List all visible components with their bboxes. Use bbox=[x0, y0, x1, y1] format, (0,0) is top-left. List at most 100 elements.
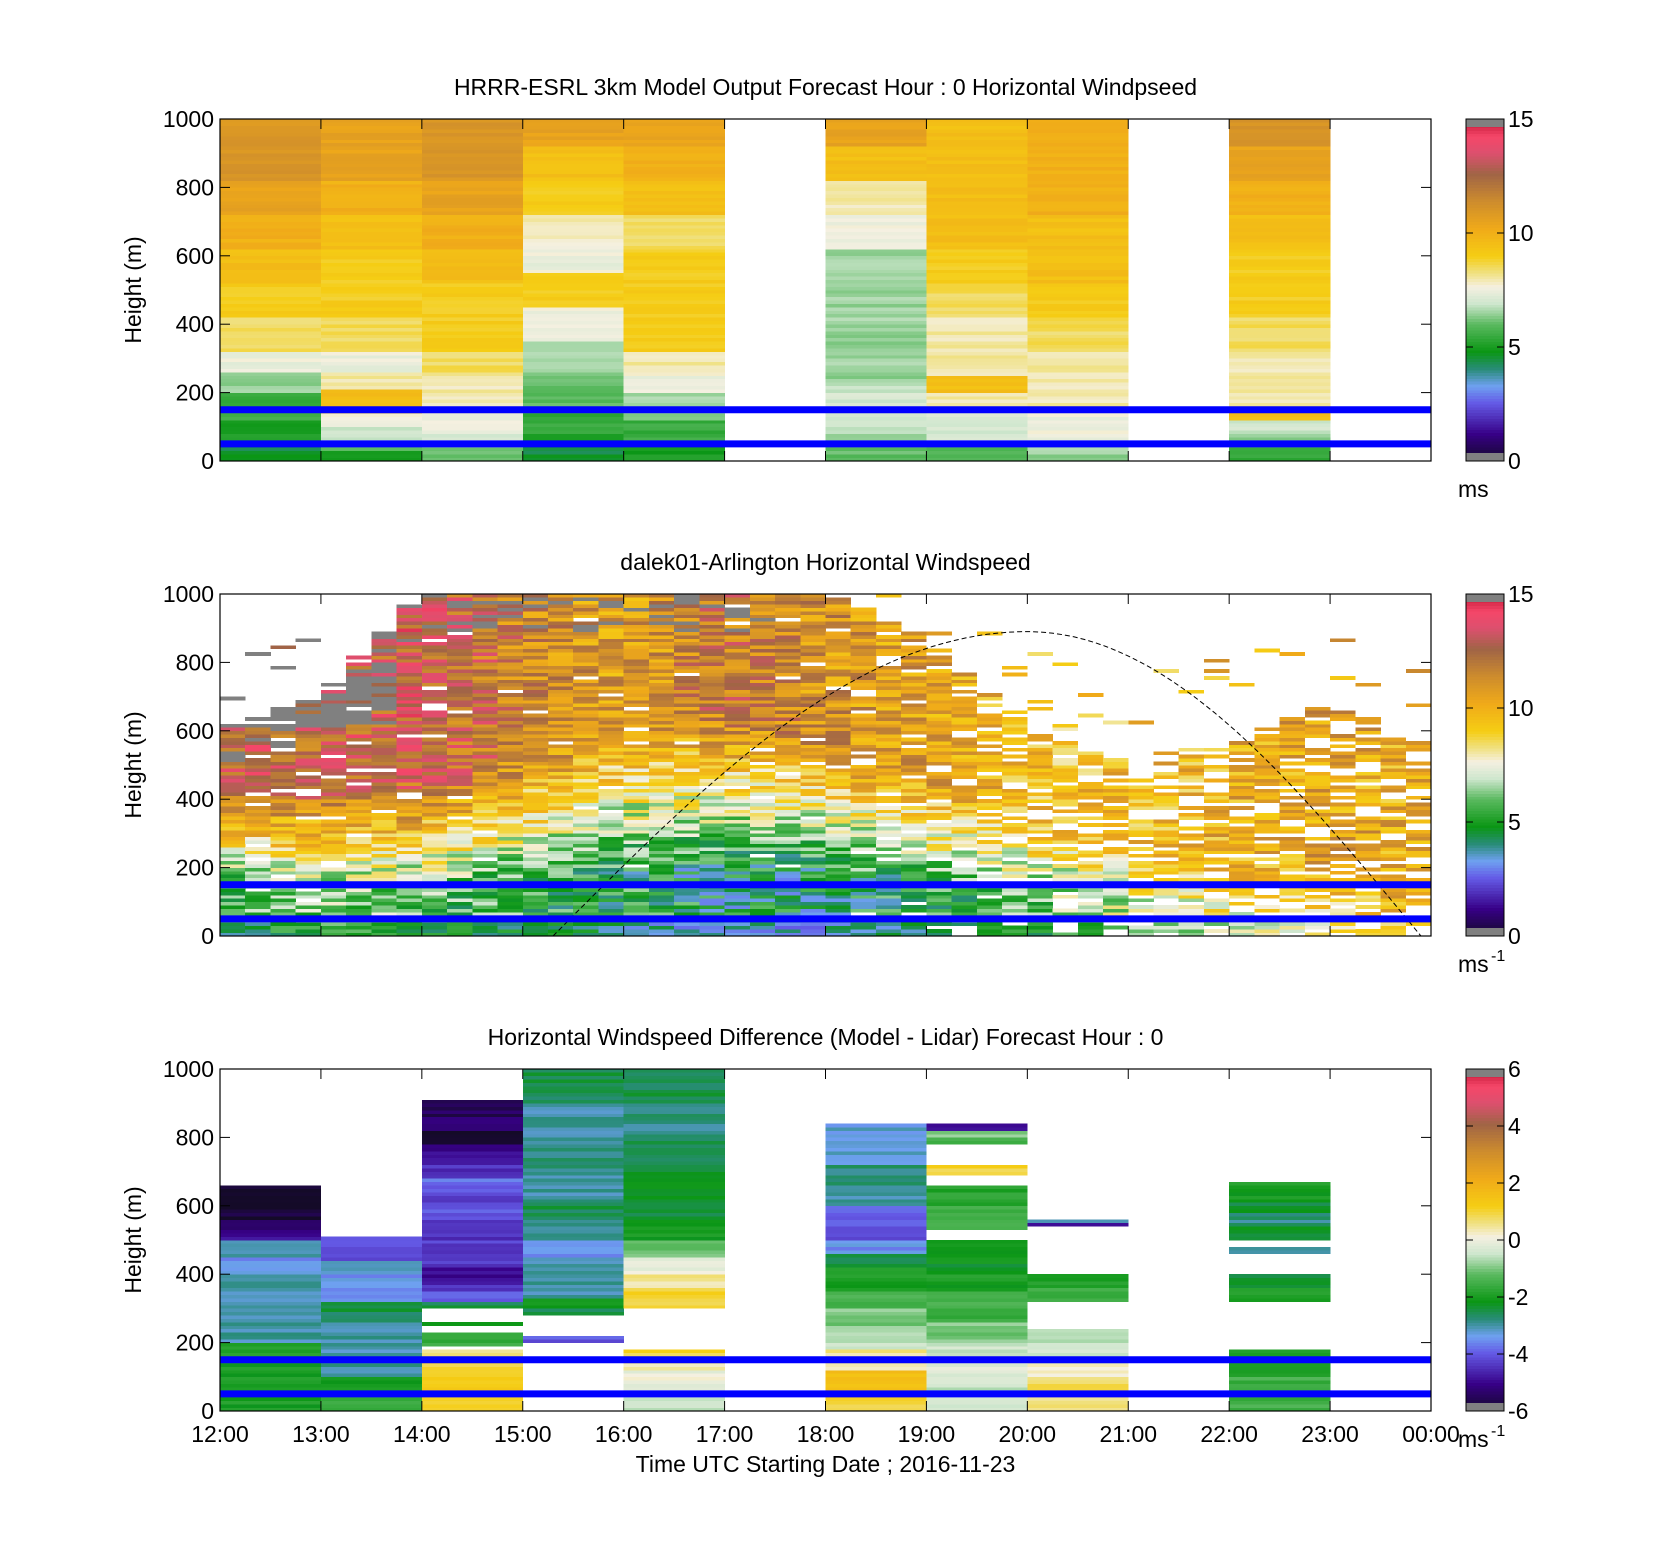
heatmap-cell bbox=[826, 369, 927, 373]
heatmap-cell bbox=[598, 652, 624, 656]
heatmap-cell bbox=[397, 738, 423, 742]
heatmap-cell bbox=[901, 851, 927, 855]
heatmap-cell bbox=[1355, 905, 1381, 909]
heatmap-cell bbox=[548, 902, 574, 906]
heatmap-cell bbox=[977, 693, 1003, 697]
heatmap-cell bbox=[876, 827, 902, 831]
colorbar-swatch bbox=[1466, 865, 1504, 868]
heatmap-cell bbox=[699, 864, 725, 868]
colorbar-unit: ms bbox=[1458, 951, 1489, 977]
heatmap-cell bbox=[826, 239, 927, 243]
colorbar-swatch bbox=[1466, 731, 1504, 734]
heatmap-cell bbox=[422, 177, 523, 181]
heatmap-cell bbox=[447, 912, 473, 916]
heatmap-cell bbox=[523, 731, 549, 735]
heatmap-cell bbox=[523, 1175, 624, 1179]
heatmap-cell bbox=[321, 1377, 422, 1381]
heatmap-cell bbox=[1103, 851, 1129, 855]
heatmap-cell bbox=[775, 700, 801, 704]
heatmap-cell bbox=[926, 235, 1027, 239]
colorbar-swatch bbox=[1466, 253, 1504, 256]
heatmap-cell bbox=[1229, 256, 1330, 260]
heatmap-cell bbox=[977, 738, 1003, 742]
heatmap-cell bbox=[775, 645, 801, 649]
heatmap-cell bbox=[422, 1380, 523, 1384]
heatmap-cell bbox=[548, 680, 574, 684]
heatmap-cell bbox=[826, 758, 852, 762]
heatmap-cell bbox=[523, 1281, 624, 1285]
heatmap-cell bbox=[725, 666, 751, 670]
heatmap-cell bbox=[1229, 447, 1330, 451]
heatmap-cell bbox=[1027, 806, 1053, 810]
heatmap-cell bbox=[775, 792, 801, 796]
heatmap-cell bbox=[926, 782, 952, 786]
heatmap-cell bbox=[346, 816, 372, 820]
heatmap-cell bbox=[1229, 222, 1330, 226]
heatmap-cell bbox=[775, 710, 801, 714]
heatmap-cell bbox=[422, 228, 523, 232]
heatmap-cell bbox=[548, 775, 574, 779]
heatmap-cell bbox=[397, 861, 423, 865]
heatmap-cell bbox=[1103, 809, 1129, 813]
heatmap-cell bbox=[321, 1380, 422, 1384]
heatmap-cell bbox=[220, 191, 321, 195]
heatmap-cell bbox=[1027, 386, 1128, 390]
heatmap-cell bbox=[220, 1332, 321, 1336]
heatmap-cell bbox=[245, 871, 271, 875]
heatmap-cell bbox=[447, 765, 473, 769]
heatmap-cell bbox=[926, 259, 1027, 263]
heatmap-cell bbox=[1027, 177, 1128, 181]
heatmap-cell bbox=[321, 847, 347, 851]
colorbar-swatch bbox=[1466, 341, 1504, 344]
heatmap-cell bbox=[926, 174, 1027, 178]
heatmap-cell bbox=[321, 348, 422, 352]
heatmap-cell bbox=[321, 1353, 422, 1357]
heatmap-cell bbox=[321, 697, 347, 701]
heatmap-cell bbox=[1254, 734, 1280, 738]
colorbar-swatch bbox=[1466, 691, 1504, 694]
heatmap-cell bbox=[851, 868, 877, 872]
heatmap-cell bbox=[523, 293, 624, 297]
heatmap-cell bbox=[523, 136, 624, 140]
heatmap-cell bbox=[397, 676, 423, 680]
heatmap-cell bbox=[472, 905, 498, 909]
colorbar-swatch bbox=[1466, 631, 1504, 634]
heatmap-cell bbox=[826, 779, 852, 783]
heatmap-cell bbox=[1179, 847, 1205, 851]
heatmap-cell bbox=[624, 249, 725, 253]
colorbar-swatch bbox=[1466, 674, 1504, 677]
heatmap-cell bbox=[573, 625, 599, 629]
heatmap-cell bbox=[826, 816, 852, 820]
heatmap-cell bbox=[826, 259, 927, 263]
heatmap-cell bbox=[926, 413, 1027, 417]
heatmap-cell bbox=[750, 608, 776, 612]
heatmap-cell bbox=[1229, 362, 1330, 366]
heatmap-cell bbox=[926, 830, 952, 834]
heatmap-cell bbox=[1355, 854, 1381, 858]
heatmap-cell bbox=[220, 892, 246, 896]
heatmap-cell bbox=[598, 864, 624, 868]
heatmap-cell bbox=[1229, 786, 1255, 790]
heatmap-cell bbox=[624, 659, 650, 663]
heatmap-cell bbox=[220, 1254, 321, 1258]
heatmap-cell bbox=[1153, 871, 1179, 875]
heatmap-cell bbox=[1153, 926, 1179, 930]
heatmap-cell bbox=[624, 782, 650, 786]
heatmap-cell bbox=[1002, 912, 1028, 916]
heatmap-cell bbox=[624, 854, 650, 858]
heatmap-cell bbox=[1229, 307, 1330, 311]
heatmap-cell bbox=[775, 871, 801, 875]
heatmap-cell bbox=[674, 909, 700, 913]
heatmap-cell bbox=[371, 779, 397, 783]
heatmap-cell bbox=[1229, 430, 1330, 434]
heatmap-cell bbox=[523, 423, 624, 427]
heatmap-cell bbox=[548, 799, 574, 803]
heatmap-cell bbox=[220, 290, 321, 294]
heatmap-cell bbox=[624, 768, 650, 772]
heatmap-cell bbox=[851, 765, 877, 769]
heatmap-cell bbox=[245, 762, 271, 766]
heatmap-cell bbox=[1027, 324, 1128, 328]
heatmap-cell bbox=[1254, 744, 1280, 748]
heatmap-cell bbox=[523, 1233, 624, 1237]
heatmap-cell bbox=[220, 146, 321, 150]
